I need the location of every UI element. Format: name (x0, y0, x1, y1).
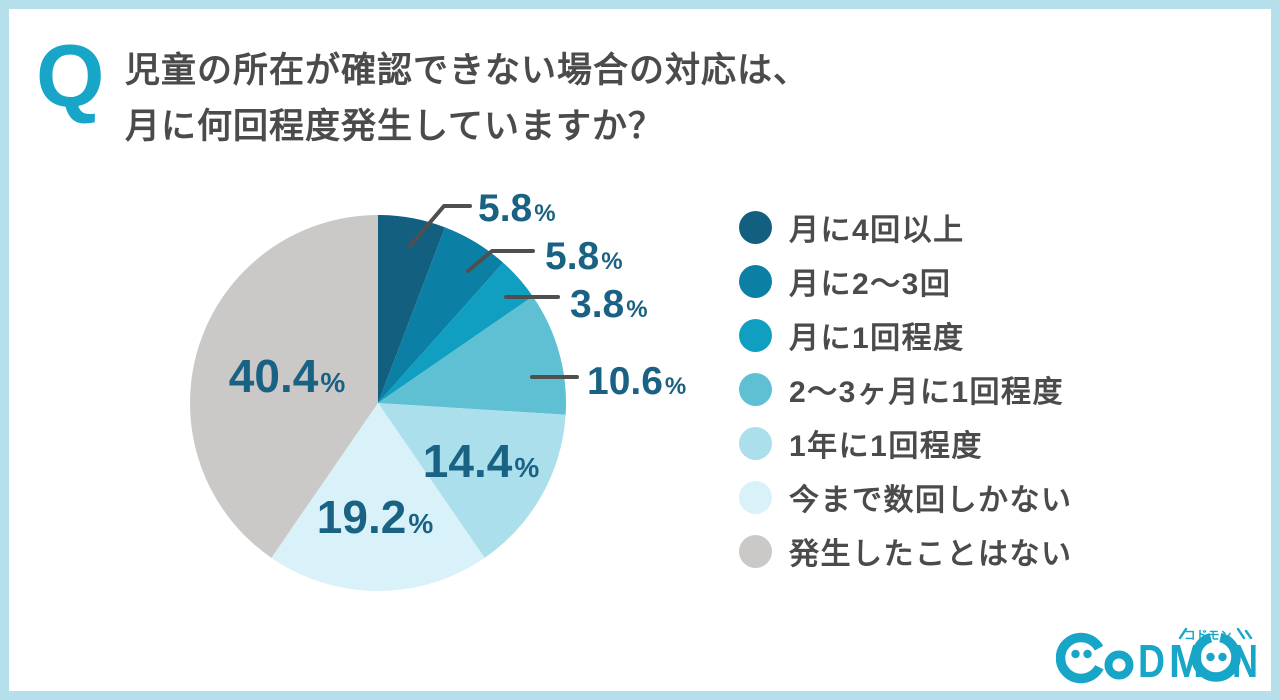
slice-value-label: 5.8% (545, 235, 623, 278)
logo-o-eye-icon (1206, 652, 1215, 662)
logo-c-eye-icon (1071, 649, 1080, 659)
legend-label: 月に1回程度 (789, 322, 965, 355)
legend-dot (739, 264, 772, 298)
legend-item: 月に1回程度 (739, 308, 1073, 362)
slice-value-label: 5.8% (478, 187, 556, 230)
question-title-line2: 月に何回程度発生していますか？ (125, 107, 664, 146)
question-title: 児童の所在が確認できない場合の対応は、 月に何回程度発生していますか？ (125, 43, 809, 155)
kana-slash-left-icon (1178, 627, 1188, 640)
logo-c-eye-icon (1083, 649, 1092, 659)
leader-line (408, 204, 472, 248)
pie-slice (378, 262, 533, 403)
legend-item: 1年に1回程度 (739, 416, 1073, 470)
legend-item: 今まで数回しかない (739, 470, 1073, 524)
pie-slice (378, 215, 446, 403)
legend-label: 1年に1回程度 (789, 430, 983, 463)
q-mark: Q (36, 26, 105, 125)
legend-item: 月に2〜3回 (739, 254, 1073, 308)
pie-slice (378, 296, 567, 415)
legend-label: 発生したことはない (789, 538, 1073, 571)
logo-o-small-icon (1104, 650, 1134, 680)
chart-legend: 月に4回以上 月に2〜3回 月に1回程度 2〜3ヶ月に1回程度 1年に1回程度 … (739, 200, 1073, 578)
logo-o-face-icon (1191, 632, 1241, 682)
logo-o-eye-icon (1218, 652, 1227, 662)
slice-value-label: 40.4% (229, 350, 346, 402)
legend-label: 2〜3ヶ月に1回程度 (789, 376, 1065, 409)
codmon-logo: コドモン D M N (1055, 624, 1258, 687)
legend-item: 月に4回以上 (739, 200, 1073, 254)
legend-dot (739, 318, 772, 352)
logo-letter-n: N (1232, 635, 1256, 686)
slice-value-label: 10.6% (587, 360, 686, 403)
pie-slice (378, 227, 504, 403)
legend-label: 月に2〜3回 (789, 268, 952, 301)
legend-label: 今まで数回しかない (789, 484, 1073, 517)
legend-item: 発生したことはない (739, 524, 1073, 578)
pie-slice (378, 403, 566, 558)
legend-item: 2〜3ヶ月に1回程度 (739, 362, 1073, 416)
legend-dot (739, 534, 772, 568)
legend-dot (739, 210, 772, 244)
legend-dot (739, 480, 772, 514)
logo-letter-d: D (1138, 635, 1165, 686)
question-title-line1: 児童の所在が確認できない場合の対応は、 (125, 51, 810, 90)
kana-slash-right-icon (1236, 627, 1253, 640)
legend-label: 月に4回以上 (789, 214, 965, 247)
legend-dot (739, 426, 772, 460)
slice-value-label: 14.4% (423, 435, 540, 487)
slice-value-label: 3.8% (570, 283, 648, 326)
leader-line (466, 249, 535, 273)
logo-c-icon (1055, 632, 1107, 684)
pie-slice (271, 403, 485, 591)
slice-value-label: 19.2% (317, 491, 434, 543)
pie-slice (190, 215, 378, 558)
legend-dot (739, 372, 772, 406)
